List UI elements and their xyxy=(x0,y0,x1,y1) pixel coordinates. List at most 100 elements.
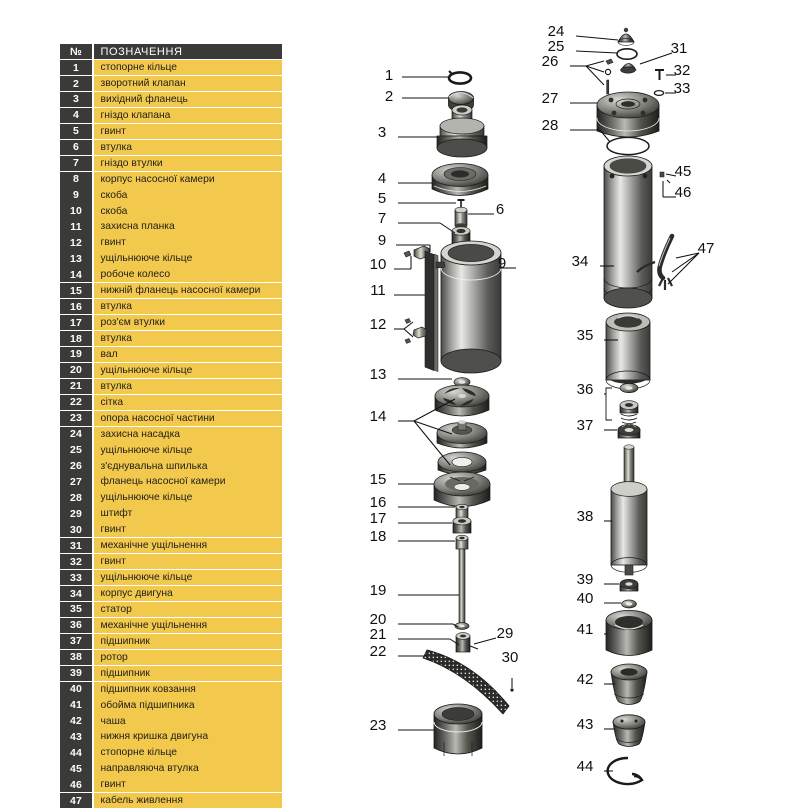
callout-number: 19 xyxy=(370,582,387,599)
callout-number: 9 xyxy=(498,255,506,272)
callout-number: 4 xyxy=(378,170,386,187)
part-19-shaft xyxy=(458,548,466,626)
table-row: 24 захисна насадка xyxy=(60,426,282,442)
table-row: 28 ущільнююче кільце xyxy=(60,490,282,506)
part-20-o-ring xyxy=(454,622,470,630)
part-8-pump-chamber-body xyxy=(440,240,502,374)
row-designation: вал xyxy=(93,346,282,363)
row-number: 21 xyxy=(60,378,92,395)
row-number: 24 xyxy=(60,426,92,442)
row-designation: ротор xyxy=(93,649,282,665)
parts-legend-table: № ПОЗНАЧЕННЯ 1 стопорне кільце 2 зворотний … xyxy=(60,44,282,809)
row-designation: втулка xyxy=(93,378,282,395)
part-40-sliding-bearing xyxy=(621,599,637,609)
row-number: 37 xyxy=(60,633,92,650)
callout-number: 10 xyxy=(370,256,387,273)
callout-number: 17 xyxy=(370,510,387,527)
table-row: 41 обойма підшипника xyxy=(60,697,282,713)
callout-number: 39 xyxy=(577,571,594,588)
row-designation: нижній фланець насосної камери xyxy=(93,283,282,299)
part-33-o-ring xyxy=(653,89,665,97)
table-row: 3 вихідний фланець xyxy=(60,91,282,108)
row-number: 14 xyxy=(60,267,92,283)
row-designation: втулка xyxy=(93,139,282,155)
table-row: 40 підшипник ковзання xyxy=(60,681,282,697)
table-row: 21 втулка xyxy=(60,378,282,395)
part-23-pump-support xyxy=(433,703,483,756)
part-6-bushing xyxy=(454,206,468,229)
table-row: 14 робоче колесо xyxy=(60,267,282,283)
callout-number: 14 xyxy=(370,408,387,425)
callout-number: 28 xyxy=(542,117,559,134)
callout-number: 21 xyxy=(370,626,387,643)
part-30-screw xyxy=(510,678,514,692)
callout-number: 5 xyxy=(378,190,386,207)
row-designation: корпус насосної камери xyxy=(93,171,282,187)
row-designation: скоба xyxy=(93,187,282,203)
callout-number: 7 xyxy=(378,210,386,227)
callout-number: 31 xyxy=(671,40,688,57)
row-designation: механічне ущільнення xyxy=(93,538,282,554)
row-number: 35 xyxy=(60,601,92,618)
table-row: 12 гвинт xyxy=(60,235,282,251)
row-designation: з'єднувальна шпилька xyxy=(93,458,282,474)
callout-number: 13 xyxy=(370,366,387,383)
table-row: 31 механічне ущільнення xyxy=(60,538,282,554)
table-row: 45 направляюча втулка xyxy=(60,761,282,777)
row-number: 38 xyxy=(60,649,92,665)
row-designation: робоче колесо xyxy=(93,267,282,283)
table-row: 13 ущільнююче кільце xyxy=(60,251,282,267)
row-number: 39 xyxy=(60,665,92,681)
part-38-rotor xyxy=(610,444,648,576)
table-row: 10 скоба xyxy=(60,203,282,219)
row-designation: гвинт xyxy=(93,554,282,570)
part-14-impeller-middle xyxy=(436,420,488,449)
callout-number: 9 xyxy=(378,232,386,249)
callout-number: 30 xyxy=(502,649,519,666)
table-row: 15 нижній фланець насосної камери xyxy=(60,283,282,299)
row-number: 27 xyxy=(60,474,92,490)
part-27-pump-chamber-flange xyxy=(596,91,660,138)
table-row: 9 скоба xyxy=(60,187,282,203)
row-designation: стопорне кільце xyxy=(93,59,282,76)
callout-number: 18 xyxy=(370,528,387,545)
row-number: 16 xyxy=(60,299,92,315)
row-number: 25 xyxy=(60,442,92,458)
row-designation: підшипник xyxy=(93,633,282,650)
callout-number: 36 xyxy=(577,381,594,398)
row-number: 31 xyxy=(60,538,92,554)
row-designation: захисна планка xyxy=(93,219,282,235)
row-designation: гвинт xyxy=(93,235,282,251)
part-47-power-cable xyxy=(636,233,675,290)
row-designation: втулка xyxy=(93,330,282,347)
part-46-screw xyxy=(666,179,671,184)
row-designation: скоба xyxy=(93,203,282,219)
row-number: 44 xyxy=(60,745,92,761)
table-row: 17 роз'єм втулки xyxy=(60,314,282,331)
row-designation: підшипник ковзання xyxy=(93,681,282,697)
row-designation: стопорне кільце xyxy=(93,745,282,761)
row-designation: гніздо втулки xyxy=(93,155,282,171)
table-row: 38 ротор xyxy=(60,649,282,665)
callout-number: 20 xyxy=(370,611,387,628)
table-row: 33 ущільнююче кільце xyxy=(60,569,282,586)
callout-number: 11 xyxy=(370,282,386,299)
part-37-bearing xyxy=(617,424,641,439)
callout-number: 23 xyxy=(370,717,387,734)
row-designation: зворотний клапан xyxy=(93,75,282,92)
callout-number: 3 xyxy=(378,124,386,141)
callout-number: 40 xyxy=(577,590,594,607)
row-designation: ущільнююче кільце xyxy=(93,251,282,267)
part-9-clamp xyxy=(403,245,431,260)
part-7-bushing-seat xyxy=(451,226,471,246)
table-row: 43 нижня кришка двигуна xyxy=(60,729,282,745)
table-row: 36 механічне ущільнення xyxy=(60,617,282,634)
table-row: 11 захисна планка xyxy=(60,219,282,235)
row-number: 6 xyxy=(60,139,92,155)
row-number: 28 xyxy=(60,490,92,506)
part-17-bushing-joint xyxy=(452,516,472,534)
part-44-retaining-ring xyxy=(606,756,644,786)
table-row: 34 корпус двигуна xyxy=(60,585,282,602)
row-number: 7 xyxy=(60,155,92,171)
row-designation: механічне ущільнення xyxy=(93,617,282,634)
